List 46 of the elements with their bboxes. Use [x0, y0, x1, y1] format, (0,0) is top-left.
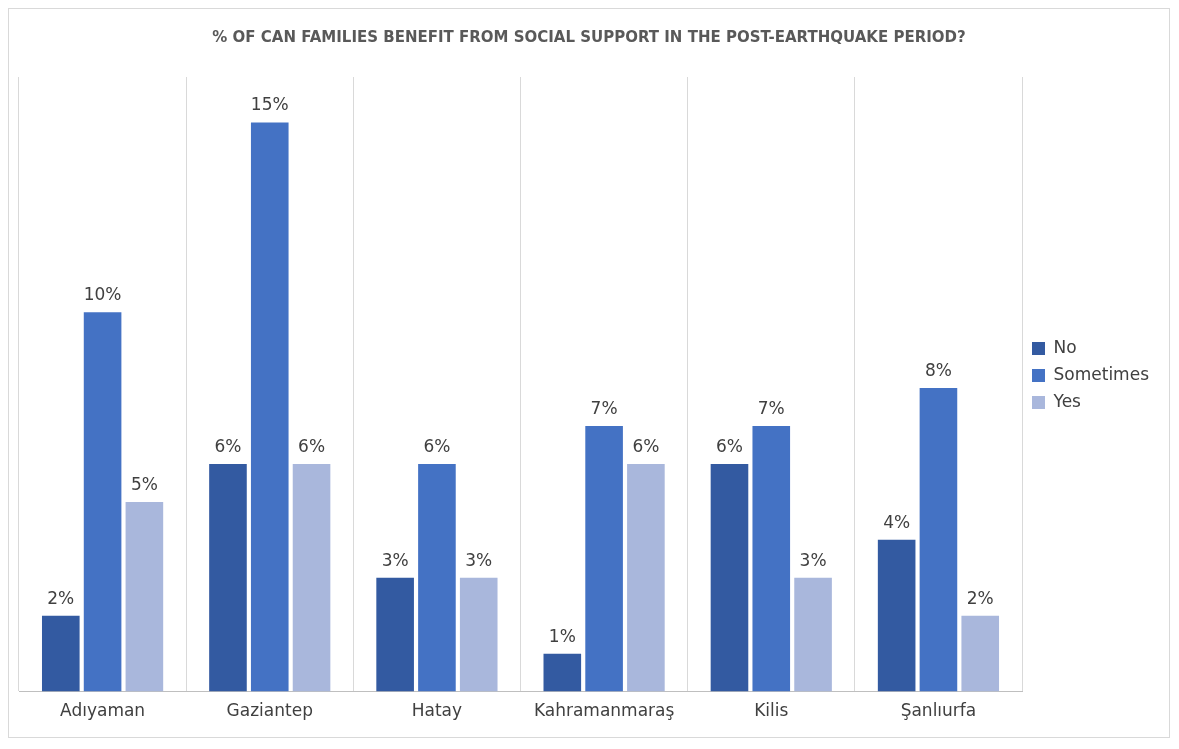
data-label: 15%: [250, 94, 289, 115]
x-tick-label: Gaziantep: [226, 700, 313, 721]
bar: [585, 426, 623, 692]
legend-label: No: [1053, 336, 1077, 357]
bar: [877, 539, 916, 692]
legend-label: Yes: [1052, 390, 1082, 411]
bar: [710, 463, 749, 692]
data-label: 6%: [423, 435, 451, 456]
x-tick-label: Adıyaman: [60, 700, 146, 721]
data-label: 10%: [83, 284, 122, 305]
x-tick-label: Şanlıurfa: [900, 700, 977, 721]
bar: [418, 463, 456, 692]
data-label: 2%: [47, 587, 75, 608]
x-tick-label: Kahramanmaraş: [533, 700, 675, 721]
x-tick-label: Hatay: [411, 700, 463, 721]
data-label: 7%: [757, 397, 785, 418]
bar: [83, 312, 122, 692]
bar: [292, 463, 331, 692]
bar: [794, 577, 832, 692]
data-label: 7%: [590, 397, 618, 418]
data-label: 1%: [548, 625, 576, 646]
bar: [627, 463, 665, 692]
bar: [250, 122, 289, 692]
bar: [209, 463, 247, 692]
data-label: 6%: [214, 435, 242, 456]
data-label: 5%: [130, 473, 158, 494]
bar: [376, 577, 414, 692]
data-label: 3%: [465, 549, 493, 570]
data-label: 6%: [298, 435, 326, 456]
x-tick-label: Kilis: [754, 700, 789, 721]
data-label: 8%: [924, 360, 952, 381]
data-label: 6%: [632, 435, 660, 456]
legend-label: Sometimes: [1053, 363, 1150, 384]
bar: [41, 615, 80, 692]
data-label: 2%: [966, 587, 994, 608]
data-label: 3%: [381, 549, 409, 570]
data-label: 4%: [883, 511, 911, 532]
data-label: 6%: [715, 435, 743, 456]
chart-title: % OF CAN FAMILIES BENEFIT FROM SOCIAL SUPPORT IN THE POST-EARTHQUAKE PERIOD?: [212, 27, 966, 46]
bar: [125, 501, 164, 692]
bar: [752, 426, 791, 692]
bar: [459, 577, 498, 692]
data-label: 3%: [799, 549, 827, 570]
bar: [543, 653, 582, 692]
bar: [919, 388, 958, 692]
bar: [961, 615, 1000, 692]
